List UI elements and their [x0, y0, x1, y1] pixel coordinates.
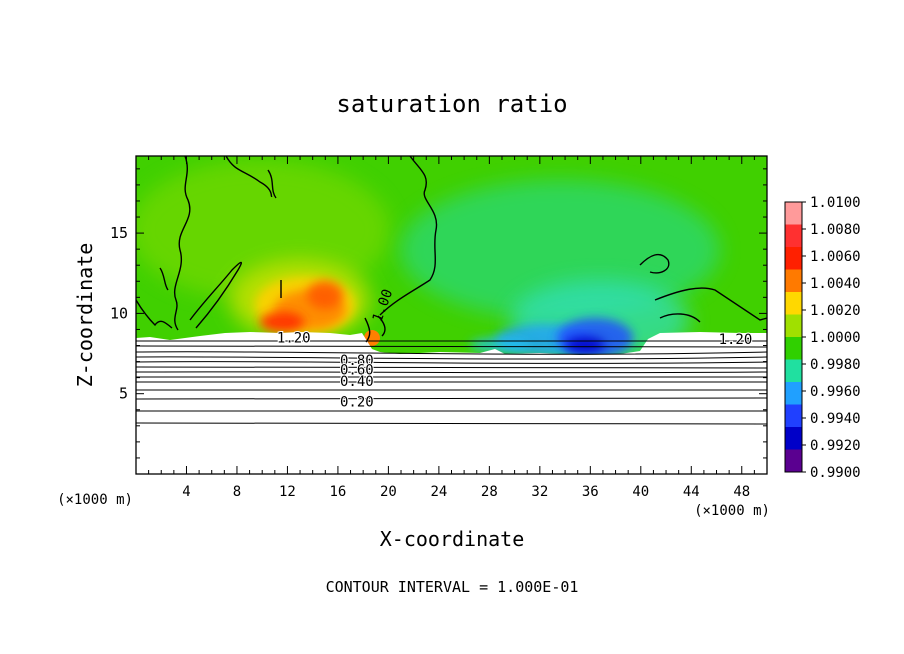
contour-interval-footer: CONTOUR INTERVAL = 1.000E-01 — [326, 578, 579, 596]
contour-lines — [136, 340, 767, 425]
colorbar: 1.0100 1.0080 1.0060 1.0040 1.0020 1.0000 0.99… — [784, 195, 861, 481]
x-tick-label: 24 — [430, 484, 447, 500]
x-tick-label: 8 — [233, 484, 241, 500]
colorbar-label: 0.9980 — [810, 357, 861, 373]
colorbar-label: 0.9920 — [810, 438, 861, 454]
chart-title: saturation ratio — [336, 90, 567, 118]
colorbar-label: 1.0100 — [810, 195, 861, 211]
contour-label: 1.20 — [277, 330, 311, 346]
x-tick-label: 28 — [481, 484, 498, 500]
colorbar-segment — [785, 202, 802, 225]
contour-label: 0.20 — [340, 395, 374, 411]
x-tick-label: 12 — [279, 484, 296, 500]
x-tick-label: 4 — [182, 484, 190, 500]
colorbar-segment — [785, 404, 802, 428]
colorbar-label: 1.0080 — [810, 222, 861, 238]
x-axis-ticks: 4 8 12 16 20 24 28 32 36 40 44 48 — [148, 156, 755, 500]
upper-contours — [136, 156, 767, 343]
colorbar-segment — [785, 292, 802, 315]
colorbar-label: 1.0040 — [810, 276, 861, 292]
y-tick-label: 15 — [110, 224, 128, 242]
contour-labels: 1.201.000.800.600.400.201.20 — [276, 287, 753, 412]
x-axis-unit: (×1000 m) — [694, 503, 770, 519]
x-tick-label: 20 — [380, 484, 397, 500]
colorbar-label: 1.0000 — [810, 330, 861, 346]
colorbar-label: 0.9900 — [810, 465, 861, 481]
x-tick-label: 36 — [582, 484, 599, 500]
y-axis-unit: (×1000 m) — [57, 492, 133, 508]
contour-label: 0.80 — [340, 353, 374, 369]
contour-label: 1.20 — [719, 332, 753, 348]
y-axis-label: Z-coordinate — [73, 243, 97, 388]
x-tick-label: 32 — [531, 484, 548, 500]
y-tick-label: 5 — [119, 385, 128, 403]
saturation-field — [136, 160, 720, 360]
contour-label: 0.60 — [340, 363, 374, 379]
colorbar-segment — [785, 449, 802, 473]
colorbar-segment — [785, 269, 802, 293]
y-tick-label: 10 — [110, 304, 128, 322]
contour-label: 0.40 — [340, 374, 374, 390]
colorbar-label: 1.0060 — [810, 249, 861, 265]
colorbar-segment — [785, 247, 802, 270]
colorbar-segment — [785, 337, 802, 360]
colorbar-label: 1.0020 — [810, 303, 861, 319]
colorbar-segment — [785, 314, 802, 338]
x-tick-label: 44 — [683, 484, 700, 500]
colorbar-segment — [785, 359, 802, 383]
colorbar-label: 0.9960 — [810, 384, 861, 400]
colorbar-segment — [785, 382, 802, 405]
x-axis-label: X-coordinate — [380, 527, 525, 551]
x-tick-label: 40 — [632, 484, 649, 500]
plot-area — [136, 156, 767, 474]
colorbar-segment — [785, 427, 802, 450]
colorbar-segment — [785, 224, 802, 248]
x-tick-label: 16 — [329, 484, 346, 500]
colorbar-label: 0.9940 — [810, 411, 861, 427]
y-axis-ticks: 5 10 15 — [110, 168, 767, 459]
x-tick-label: 48 — [733, 484, 750, 500]
